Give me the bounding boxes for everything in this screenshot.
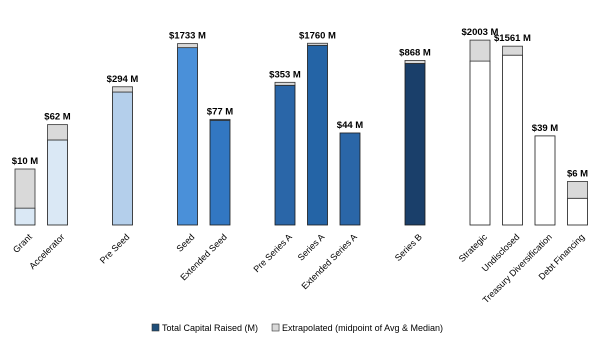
bar (47, 139, 68, 226)
x-tick-label: Strategic (457, 232, 490, 265)
bar (502, 54, 523, 226)
legend-swatch (151, 323, 160, 332)
data-label: $62 M (44, 112, 70, 123)
bar-extrapolated (47, 124, 68, 141)
x-tick-label: Seed (175, 232, 197, 254)
data-label: $2003 M (462, 27, 499, 38)
x-tick-label: Extended Series A (300, 232, 359, 291)
data-label: $39 M (532, 123, 558, 134)
data-label: $353 M (269, 69, 301, 80)
data-label: $10 M (12, 156, 38, 167)
bar-extrapolated (307, 42, 328, 46)
data-label: $1561 M (494, 33, 531, 44)
bar (339, 132, 361, 226)
bar-extrapolated (112, 86, 133, 93)
data-label: $77 M (207, 106, 233, 117)
bar-extrapolated (567, 181, 588, 199)
x-tick-label: Grant (11, 232, 34, 255)
bar (14, 207, 36, 226)
bar-extrapolated (502, 45, 523, 56)
x-tick-label: Pre Seed (98, 232, 132, 266)
legend-swatch (271, 323, 280, 332)
bar (112, 91, 133, 226)
data-label: $44 M (337, 120, 363, 131)
x-tick-label: Accelerator (27, 232, 66, 271)
bar-extrapolated (404, 60, 426, 64)
data-label: $6 M (567, 168, 588, 179)
legend-label: Total Capital Raised (M) (162, 323, 258, 333)
bar (274, 84, 296, 226)
bar-extrapolated (177, 43, 198, 49)
bar (469, 60, 491, 226)
legend-label: Extrapolated (midpoint of Avg & Median) (282, 323, 443, 333)
bar (567, 197, 588, 226)
x-tick-label: Series A (296, 232, 327, 263)
bar (307, 44, 328, 226)
bar-extrapolated (209, 118, 231, 121)
bar-extrapolated (469, 39, 491, 62)
bar-extrapolated (274, 81, 296, 86)
bar (209, 119, 231, 226)
data-label: $294 M (107, 74, 139, 85)
bar (404, 63, 426, 226)
data-label: $1760 M (299, 30, 336, 41)
bar (534, 135, 556, 226)
bar-extrapolated (14, 168, 36, 209)
x-tick-label: Pre Series A (251, 232, 293, 274)
x-tick-label: Series B (393, 232, 424, 263)
data-label: $1733 M (169, 31, 206, 42)
data-label: $868 M (399, 47, 431, 58)
bar (177, 47, 198, 226)
